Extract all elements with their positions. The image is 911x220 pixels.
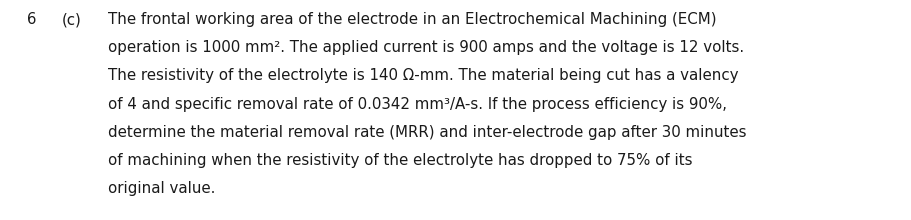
Text: of 4 and specific removal rate of 0.0342 mm³/A-s. If the process efficiency is 9: of 4 and specific removal rate of 0.0342…: [107, 97, 726, 112]
Text: (c): (c): [62, 12, 82, 27]
Text: determine the material removal rate (MRR) and inter-electrode gap after 30 minut: determine the material removal rate (MRR…: [107, 125, 745, 140]
Text: The resistivity of the electrolyte is 140 Ω-mm. The material being cut has a val: The resistivity of the electrolyte is 14…: [107, 68, 737, 83]
Text: 6: 6: [27, 12, 36, 27]
Text: The frontal working area of the electrode in an Electrochemical Machining (ECM): The frontal working area of the electrod…: [107, 12, 715, 27]
Text: original value.: original value.: [107, 181, 215, 196]
Text: operation is 1000 mm². The applied current is 900 amps and the voltage is 12 vol: operation is 1000 mm². The applied curre…: [107, 40, 743, 55]
Text: of machining when the resistivity of the electrolyte has dropped to 75% of its: of machining when the resistivity of the…: [107, 153, 691, 168]
